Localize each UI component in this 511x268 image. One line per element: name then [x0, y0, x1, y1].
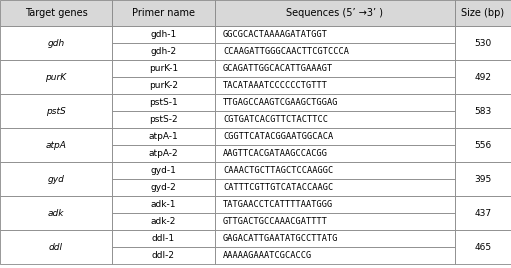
Bar — [215, 179, 455, 196]
Bar — [112, 77, 215, 94]
Bar — [0, 196, 112, 230]
Text: GGCGCACTAAAAGATATGGT: GGCGCACTAAAAGATATGGT — [223, 30, 328, 39]
Bar — [112, 145, 215, 162]
Bar — [0, 162, 112, 196]
Bar — [112, 111, 215, 128]
Text: gdh: gdh — [48, 39, 64, 47]
Text: gyd: gyd — [48, 174, 64, 184]
Bar — [112, 0, 215, 26]
Text: CGTGATCACGTTCTACTTCC: CGTGATCACGTTCTACTTCC — [223, 115, 328, 124]
Text: CCAAGATTGGGCAACTTCGTCCCA: CCAAGATTGGGCAACTTCGTCCCA — [223, 47, 349, 56]
Bar — [215, 43, 455, 60]
Bar — [215, 60, 455, 77]
Bar — [215, 77, 455, 94]
Text: gyd-2: gyd-2 — [151, 183, 176, 192]
Text: Primer name: Primer name — [132, 8, 195, 18]
Bar — [112, 162, 215, 179]
Bar — [455, 60, 511, 94]
Text: CATTTCGTTGTCATACCAAGC: CATTTCGTTGTCATACCAAGC — [223, 183, 333, 192]
Text: 556: 556 — [474, 140, 492, 150]
Bar — [112, 128, 215, 145]
Text: atpA: atpA — [45, 140, 66, 150]
Text: GAGACATTGAATATGCCTTATG: GAGACATTGAATATGCCTTATG — [223, 234, 338, 243]
Bar — [215, 247, 455, 264]
Text: Sequences (5’ →3’ ): Sequences (5’ →3’ ) — [287, 8, 383, 18]
Bar — [0, 60, 112, 94]
Bar — [112, 213, 215, 230]
Text: GCAGATTGGCACATTGAAAGT: GCAGATTGGCACATTGAAAGT — [223, 64, 333, 73]
Bar — [112, 230, 215, 247]
Bar — [455, 162, 511, 196]
Text: pstS-2: pstS-2 — [149, 115, 178, 124]
Bar — [0, 128, 112, 162]
Text: ddl: ddl — [49, 243, 63, 251]
Text: 583: 583 — [474, 106, 492, 116]
Text: TACATAAATCCCCCCTGTTT: TACATAAATCCCCCCTGTTT — [223, 81, 328, 90]
Text: 465: 465 — [474, 243, 492, 251]
Text: pstS-1: pstS-1 — [149, 98, 178, 107]
Bar — [215, 111, 455, 128]
Bar — [0, 0, 112, 26]
Text: gdh-2: gdh-2 — [150, 47, 177, 56]
Text: GTTGACTGCCAAACGATTTT: GTTGACTGCCAAACGATTTT — [223, 217, 328, 226]
Bar — [215, 0, 455, 26]
Text: AAGTTCACGATAAGCCACGG: AAGTTCACGATAAGCCACGG — [223, 149, 328, 158]
Text: atpA-2: atpA-2 — [149, 149, 178, 158]
Text: 530: 530 — [474, 39, 492, 47]
Text: CGGTTCATACGGAATGGCACA: CGGTTCATACGGAATGGCACA — [223, 132, 333, 141]
Text: pstS: pstS — [46, 106, 66, 116]
Text: 437: 437 — [474, 209, 492, 218]
Bar — [215, 230, 455, 247]
Text: adk: adk — [48, 209, 64, 218]
Text: Target genes: Target genes — [25, 8, 87, 18]
Bar — [215, 196, 455, 213]
Text: TATGAACCTCATTTTAATGGG: TATGAACCTCATTTTAATGGG — [223, 200, 333, 209]
Text: 395: 395 — [474, 174, 492, 184]
Bar — [215, 128, 455, 145]
Bar — [112, 26, 215, 43]
Bar — [0, 230, 112, 264]
Bar — [215, 26, 455, 43]
Bar — [215, 162, 455, 179]
Bar — [455, 196, 511, 230]
Text: Size (bp): Size (bp) — [461, 8, 504, 18]
Text: ddl-2: ddl-2 — [152, 251, 175, 260]
Bar — [112, 247, 215, 264]
Text: adk-2: adk-2 — [151, 217, 176, 226]
Bar — [112, 60, 215, 77]
Bar — [112, 196, 215, 213]
Text: gdh-1: gdh-1 — [150, 30, 177, 39]
Bar — [455, 0, 511, 26]
Text: purK: purK — [45, 73, 66, 81]
Bar — [215, 94, 455, 111]
Bar — [215, 213, 455, 230]
Bar — [112, 94, 215, 111]
Text: ddl-1: ddl-1 — [152, 234, 175, 243]
Text: 492: 492 — [475, 73, 492, 81]
Bar — [0, 26, 112, 60]
Text: TTGAGCCAAGTCGAAGCTGGAG: TTGAGCCAAGTCGAAGCTGGAG — [223, 98, 338, 107]
Bar — [112, 43, 215, 60]
Text: CAAACTGCTTAGCTCCAAGGC: CAAACTGCTTAGCTCCAAGGC — [223, 166, 333, 175]
Bar — [455, 26, 511, 60]
Bar — [0, 94, 112, 128]
Text: adk-1: adk-1 — [151, 200, 176, 209]
Bar — [455, 230, 511, 264]
Text: purK-2: purK-2 — [149, 81, 178, 90]
Text: purK-1: purK-1 — [149, 64, 178, 73]
Bar — [455, 128, 511, 162]
Text: AAAAAGAAATCGCACCG: AAAAAGAAATCGCACCG — [223, 251, 312, 260]
Bar — [215, 145, 455, 162]
Bar — [455, 94, 511, 128]
Text: atpA-1: atpA-1 — [149, 132, 178, 141]
Text: gyd-1: gyd-1 — [151, 166, 176, 175]
Bar — [112, 179, 215, 196]
